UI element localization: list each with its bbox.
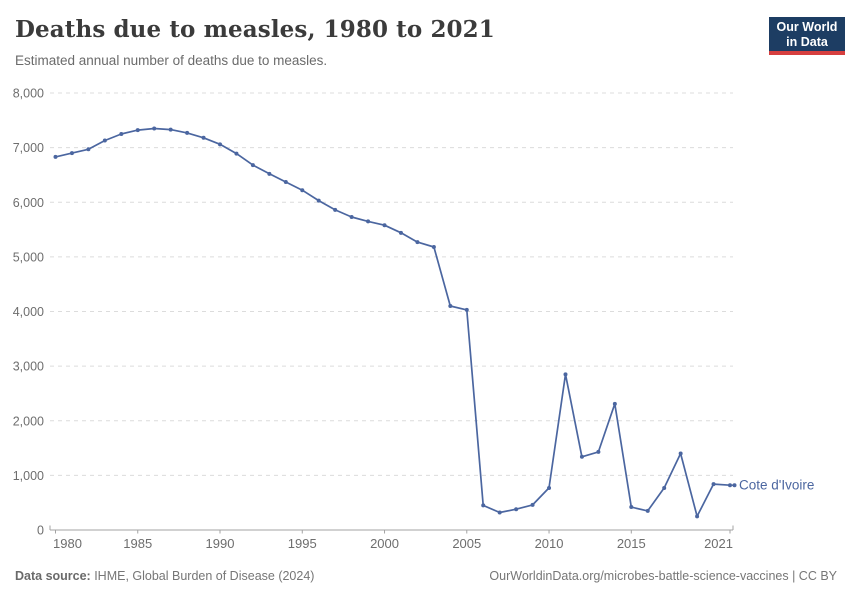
data-point: [201, 135, 206, 140]
data-point: [728, 483, 732, 488]
data-point: [645, 508, 650, 513]
data-point: [119, 131, 124, 136]
data-point: [415, 240, 420, 245]
series-entity-label: Cote d'Ivoire: [739, 478, 814, 493]
y-tick-label: 3,000: [13, 360, 44, 374]
x-tick-label: 1995: [288, 536, 317, 551]
page-title: Deaths due to measles, 1980 to 2021: [15, 16, 495, 43]
y-tick-label: 5,000: [13, 250, 44, 264]
data-point: [300, 188, 305, 193]
data-point: [234, 151, 239, 156]
data-point: [398, 230, 403, 235]
x-tick-label: 1980: [53, 536, 82, 551]
data-point: [102, 138, 107, 143]
data-point: [596, 449, 601, 454]
data-point: [514, 507, 519, 512]
y-tick-label: 6,000: [13, 196, 44, 210]
y-tick-label: 2,000: [13, 414, 44, 428]
data-point: [563, 372, 568, 377]
data-point: [382, 223, 387, 228]
y-tick-label: 4,000: [13, 305, 44, 319]
data-point: [316, 198, 321, 203]
y-tick-label: 0: [37, 524, 44, 538]
data-point: [267, 171, 272, 176]
y-tick-label: 1,000: [13, 469, 44, 483]
x-tick-label: 2000: [370, 536, 399, 551]
x-tick-label: 2010: [535, 536, 564, 551]
data-point: [135, 128, 140, 133]
trend-line: [54, 127, 731, 518]
data-point: [547, 485, 552, 490]
x-tick-label: 2015: [617, 536, 646, 551]
data-point: [69, 151, 74, 156]
data-point: [349, 214, 354, 219]
y-tick-label: 8,000: [13, 87, 44, 101]
data-point: [678, 451, 683, 456]
data-point: [185, 130, 190, 135]
data-point: [366, 219, 371, 224]
data-point: [168, 127, 173, 132]
y-tick-label: 7,000: [13, 141, 44, 155]
owid-logo: Our World in Data: [769, 17, 845, 55]
entity-label-dot: [732, 483, 737, 488]
data-point: [662, 485, 667, 490]
x-tick-label: 1985: [123, 536, 152, 551]
data-point: [481, 503, 486, 508]
data-point: [711, 482, 716, 487]
data-point: [464, 307, 469, 312]
footer-credit: OurWorldinData.org/microbes-battle-scien…: [489, 569, 837, 583]
data-point: [250, 163, 255, 168]
x-tick-label: 1990: [206, 536, 235, 551]
data-point: [218, 142, 223, 147]
data-point: [695, 514, 700, 519]
x-tick-label: 2005: [452, 536, 481, 551]
owid-logo-line1: Our World: [776, 20, 838, 34]
data-source-text: IHME, Global Burden of Disease (2024): [90, 569, 315, 583]
data-point: [152, 126, 157, 131]
data-point: [612, 401, 617, 406]
data-point: [448, 304, 453, 309]
data-point: [86, 147, 91, 152]
data-point: [431, 245, 436, 250]
owid-logo-line2: in Data: [786, 34, 828, 49]
data-point: [497, 510, 502, 515]
chart-subtitle: Estimated annual number of deaths due to…: [15, 53, 328, 68]
data-point: [283, 180, 288, 185]
data-point: [629, 505, 634, 510]
chart-footer: Data source: IHME, Global Burden of Dise…: [15, 569, 837, 583]
data-point: [333, 207, 338, 212]
data-point: [53, 154, 58, 159]
data-source: Data source: IHME, Global Burden of Dise…: [15, 569, 314, 583]
data-point: [530, 502, 535, 507]
data-point: [579, 454, 584, 459]
data-source-label: Data source:: [15, 569, 91, 583]
x-tick-label: 2021: [704, 536, 733, 551]
